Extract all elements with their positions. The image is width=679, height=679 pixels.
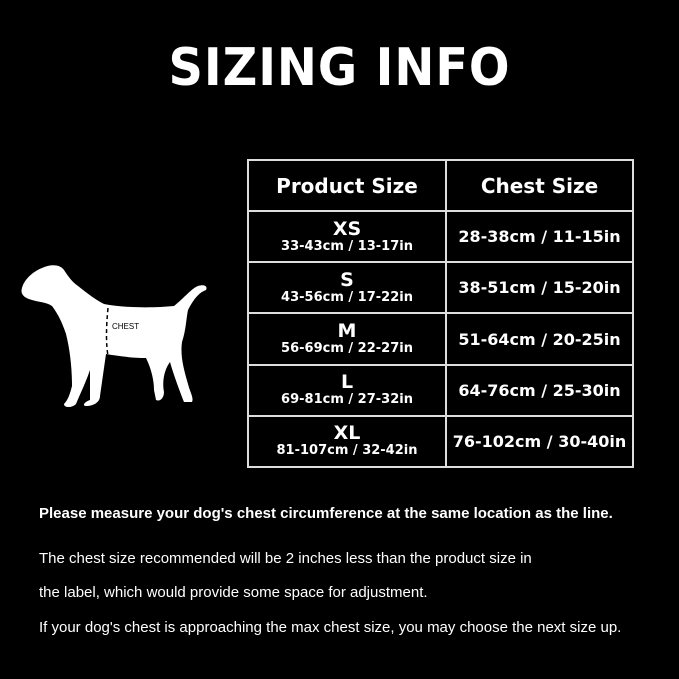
note-line: If your dog's chest is approaching the m… (39, 619, 622, 636)
table-row: XS 33-43cm / 13-17in 28-38cm / 11-15in (247, 210, 634, 264)
product-range: 81-107cm / 32-42in (276, 443, 418, 459)
size-label: XL (333, 422, 361, 445)
note-line: The chest size recommended will be 2 inc… (39, 550, 532, 567)
chest-range: 64-76cm / 25-30in (445, 363, 634, 417)
table-row: L 69-81cm / 27-32in 64-76cm / 25-30in (247, 363, 634, 417)
table-row: XL 81-107cm / 32-42in 76-102cm / 30-40in (247, 414, 634, 469)
chest-range: 38-51cm / 15-20in (445, 261, 634, 315)
chest-label: CHEST (112, 322, 139, 331)
size-label: S (340, 268, 354, 291)
measure-instruction: Please measure your dog's chest circumfe… (39, 505, 613, 522)
chest-range: 28-38cm / 11-15in (445, 210, 634, 264)
size-label: XS (332, 217, 362, 240)
page-title: SIZING INFO (168, 38, 511, 98)
chest-range: 51-64cm / 20-25in (445, 312, 634, 366)
product-range: 56-69cm / 22-27in (281, 341, 413, 357)
header-chest-size: Chest Size (445, 158, 634, 213)
product-range: 69-81cm / 27-32in (281, 392, 413, 408)
size-label: L (340, 371, 354, 394)
size-label: M (337, 320, 357, 343)
table-row: M 56-69cm / 22-27in 51-64cm / 20-25in (247, 312, 634, 366)
chest-range: 76-102cm / 30-40in (445, 414, 634, 469)
table-header-row: Product Size Chest Size (247, 158, 634, 213)
dog-silhouette-icon: CHEST (21, 265, 207, 407)
table-row: S 43-56cm / 17-22in 38-51cm / 15-20in (247, 261, 634, 315)
header-product-size: Product Size (247, 158, 447, 213)
product-range: 43-56cm / 17-22in (281, 289, 413, 305)
product-range: 33-43cm / 13-17in (281, 238, 413, 254)
note-line: the label, which would provide some spac… (39, 584, 428, 601)
size-chart-table: Product Size Chest Size XS 33-43cm / 13-1… (247, 158, 634, 469)
